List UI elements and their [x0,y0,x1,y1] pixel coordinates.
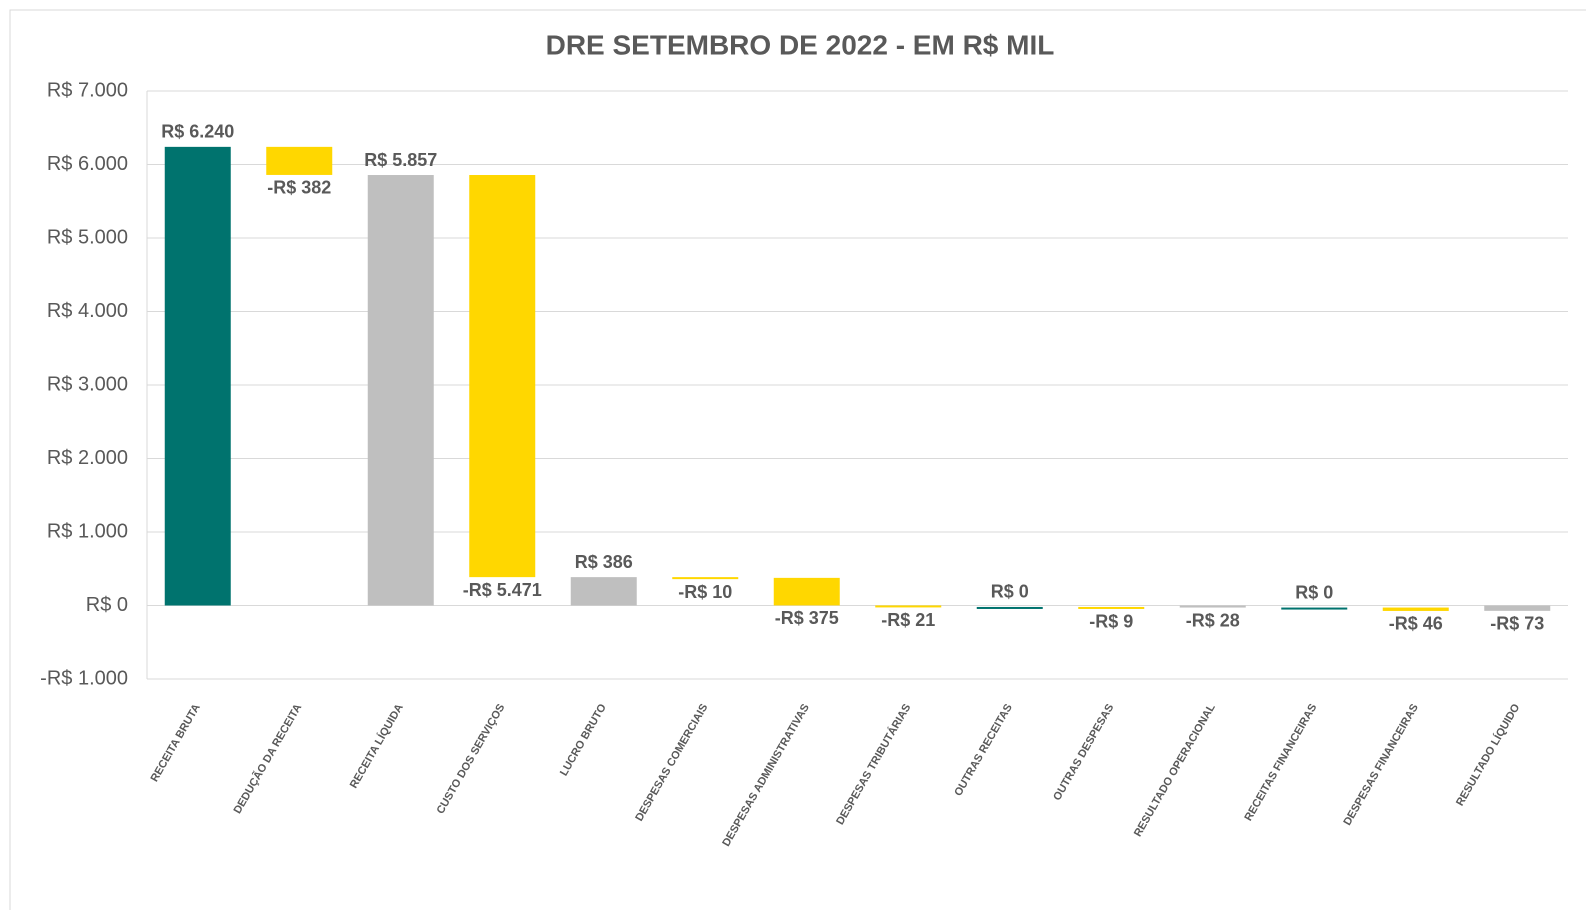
bar [266,146,333,175]
bar [773,577,840,606]
data-label: R$ 5.857 [364,150,437,170]
data-label: -R$ 46 [1389,614,1443,634]
data-label: R$ 0 [991,582,1029,602]
bar [1281,607,1348,610]
bar [164,146,231,606]
data-label: R$ 6.240 [161,122,234,142]
data-label: -R$ 21 [881,610,935,630]
y-tick-label: -R$ 1.000 [40,667,128,689]
data-label: -R$ 10 [678,582,732,602]
bar [570,577,637,606]
data-label: -R$ 73 [1490,614,1544,634]
data-label: R$ 0 [1295,582,1333,602]
data-label: -R$ 5.471 [463,580,542,600]
bar [1078,606,1145,609]
y-tick-label: R$ 2.000 [47,447,128,469]
data-label: -R$ 28 [1186,610,1240,630]
chart-frame [9,9,1586,910]
y-tick-label: R$ 3.000 [47,373,128,395]
y-tick-label: R$ 4.000 [47,300,128,322]
bar [469,175,536,578]
bar [1179,605,1246,608]
bar [672,577,739,580]
data-label: -R$ 375 [775,608,839,628]
bar [1382,607,1449,611]
y-tick-label: R$ 5.000 [47,226,128,248]
y-tick-label: R$ 6.000 [47,153,128,175]
bar [976,606,1043,609]
data-label: R$ 386 [575,552,633,572]
y-tick-label: R$ 0 [86,594,128,616]
bar [1484,605,1551,611]
y-tick-label: R$ 7.000 [47,79,128,101]
data-label: -R$ 382 [267,178,331,198]
bar [875,605,942,608]
y-tick-label: R$ 1.000 [47,520,128,542]
bar [367,175,434,606]
data-label: -R$ 9 [1089,612,1133,632]
chart-title: DRE SETEMBRO DE 2022 - EM R$ MIL [546,29,1055,60]
